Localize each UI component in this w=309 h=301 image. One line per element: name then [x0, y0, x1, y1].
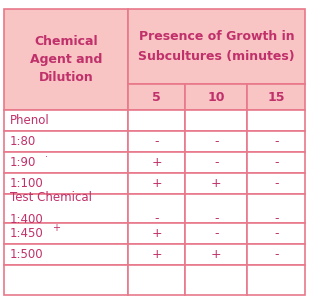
- Text: +: +: [151, 227, 162, 240]
- Bar: [128, 223, 185, 244]
- Bar: [247, 131, 305, 152]
- Bar: [185, 265, 247, 295]
- Text: -: -: [154, 135, 159, 148]
- Bar: [185, 173, 247, 194]
- Text: -: -: [274, 135, 278, 148]
- Bar: [185, 244, 247, 265]
- Bar: [247, 194, 305, 223]
- Text: +: +: [211, 177, 222, 190]
- Bar: [4, 244, 128, 265]
- Bar: [185, 223, 247, 244]
- Text: Test Chemical: Test Chemical: [10, 191, 92, 203]
- Bar: [185, 84, 247, 110]
- Bar: [128, 152, 185, 173]
- Bar: [185, 152, 247, 173]
- Bar: [128, 173, 185, 194]
- Bar: [185, 110, 247, 131]
- Text: -: -: [214, 213, 218, 225]
- Text: -: -: [214, 135, 218, 148]
- Bar: [247, 84, 305, 110]
- Text: +: +: [211, 248, 222, 261]
- Bar: [4, 265, 128, 295]
- Text: Subcultures (minutes): Subcultures (minutes): [138, 50, 295, 63]
- Text: Presence of Growth in: Presence of Growth in: [139, 30, 294, 43]
- Bar: [128, 244, 185, 265]
- Text: 1:100: 1:100: [10, 177, 44, 190]
- Bar: [247, 173, 305, 194]
- Bar: [128, 265, 185, 295]
- Text: 15: 15: [268, 91, 285, 104]
- Bar: [4, 173, 128, 194]
- Text: 1:400: 1:400: [10, 213, 44, 226]
- Text: +: +: [151, 177, 162, 190]
- Bar: [247, 244, 305, 265]
- Text: -: -: [274, 213, 278, 225]
- Text: 10: 10: [208, 91, 225, 104]
- Text: 1:90: 1:90: [10, 156, 36, 169]
- Bar: [247, 265, 305, 295]
- Text: +: +: [53, 223, 61, 233]
- Text: -: -: [214, 156, 218, 169]
- Text: +: +: [151, 248, 162, 261]
- Text: Agent and: Agent and: [30, 53, 102, 66]
- Bar: [4, 223, 128, 244]
- Text: -: -: [274, 227, 278, 240]
- Text: -: -: [214, 227, 218, 240]
- Bar: [128, 110, 185, 131]
- Text: 1:500: 1:500: [10, 248, 44, 261]
- Text: Phenol: Phenol: [10, 114, 50, 127]
- Text: 1:450: 1:450: [10, 227, 44, 240]
- Bar: [185, 194, 247, 223]
- Text: -: -: [274, 156, 278, 169]
- Bar: [4, 152, 128, 173]
- Bar: [4, 9, 128, 110]
- Bar: [4, 131, 128, 152]
- Text: 1:80: 1:80: [10, 135, 36, 148]
- Bar: [185, 131, 247, 152]
- Text: Dilution: Dilution: [39, 71, 93, 84]
- Bar: [4, 194, 128, 223]
- Bar: [128, 9, 305, 84]
- Bar: [247, 110, 305, 131]
- Text: -: -: [274, 248, 278, 261]
- Text: +: +: [151, 156, 162, 169]
- Text: Chemical: Chemical: [34, 35, 98, 48]
- Text: -: -: [274, 177, 278, 190]
- Bar: [4, 110, 128, 131]
- Bar: [128, 131, 185, 152]
- Bar: [128, 194, 185, 223]
- Bar: [247, 223, 305, 244]
- Text: ·: ·: [45, 152, 49, 162]
- Bar: [247, 152, 305, 173]
- Text: -: -: [154, 213, 159, 225]
- Text: 5: 5: [152, 91, 161, 104]
- Bar: [128, 84, 185, 110]
